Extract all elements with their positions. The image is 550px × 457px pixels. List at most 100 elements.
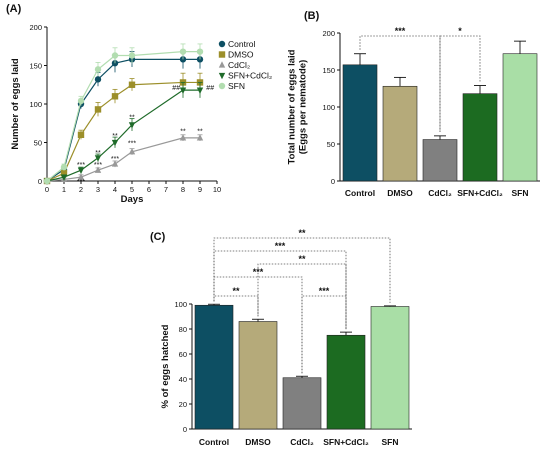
panel-a-series-4 bbox=[43, 43, 204, 185]
panel-a-annotation: ** bbox=[112, 133, 118, 140]
panel-a-label: (A) bbox=[6, 3, 22, 15]
panel-a-annotation: ## bbox=[172, 85, 180, 92]
panel-a-legend-marker bbox=[218, 82, 226, 90]
panel-c-y-axis-label: % of eggs hatched bbox=[160, 324, 171, 408]
panel-a-data-point bbox=[60, 174, 68, 181]
panel-a-data-point bbox=[94, 166, 102, 173]
panel-c-y-axis-label-line: % of eggs hatched bbox=[160, 324, 171, 408]
panel-a-series-line bbox=[46, 89, 200, 182]
panel-a-y-axis-label: Number of eggs laid bbox=[10, 58, 21, 150]
panel-a-data-point bbox=[111, 52, 119, 59]
panel-b-significance-bracket bbox=[359, 35, 441, 132]
panel-a-legend-marker bbox=[218, 72, 226, 80]
panel-a-data-point bbox=[179, 87, 187, 94]
panel-a-data-point bbox=[179, 134, 187, 141]
panel-b-significance-label: *** bbox=[395, 26, 406, 36]
panel-a-legend-marker bbox=[218, 61, 226, 68]
panel-c-significance-label: ** bbox=[298, 254, 306, 264]
panel-b-bar bbox=[342, 64, 378, 182]
panel-a-data-point bbox=[128, 122, 136, 129]
panel-b-category-label: CdCl₂ bbox=[428, 188, 452, 198]
panel-c-significance-label: ** bbox=[298, 228, 306, 238]
panel-a-x-tick-label: 7 bbox=[164, 185, 168, 194]
panel-c-significance-bracket bbox=[257, 263, 347, 330]
panel-a-data-point bbox=[128, 147, 136, 155]
panel-b-bar bbox=[422, 139, 458, 182]
panel-a-x-axis-label: Days bbox=[121, 194, 144, 205]
panel-a-data-point bbox=[60, 163, 68, 171]
panel-a-y-tick-label: 100 bbox=[29, 100, 42, 109]
panel-c-significance-bracket bbox=[213, 237, 391, 303]
panel-a-data-point bbox=[196, 134, 204, 141]
panel-a-x-tick-label: 8 bbox=[181, 185, 185, 194]
panel-a-data-point bbox=[77, 173, 85, 180]
panel-a-series-line bbox=[46, 137, 200, 182]
panel-a-x-tick-label: 1 bbox=[62, 185, 66, 194]
panel-a-y-tick-label: 50 bbox=[34, 139, 42, 148]
panel-a-x-tick-label: 9 bbox=[198, 185, 202, 194]
panel-a-series-line bbox=[46, 81, 200, 182]
panel-a-x-tick-label: 5 bbox=[130, 185, 134, 194]
panel-a-data-point bbox=[111, 139, 119, 147]
panel-b-category-label: DMSO bbox=[387, 188, 413, 198]
panel-a-data-point bbox=[111, 93, 119, 100]
panel-c-y-tick-label: 60 bbox=[179, 350, 187, 359]
panel-c-category-label: Control bbox=[199, 437, 229, 447]
panel-b-bar bbox=[462, 93, 498, 182]
panel-a-data-point bbox=[111, 160, 119, 167]
panel-a-annotation: ** bbox=[197, 128, 203, 135]
panel-c-bar bbox=[194, 304, 234, 430]
panel-a-series-line bbox=[46, 51, 200, 182]
panel-c-y-tick-label: 20 bbox=[179, 400, 187, 409]
panel-c-category-label: SFN bbox=[382, 437, 399, 447]
panel-c-significance-label: *** bbox=[253, 267, 264, 277]
panel-a-y-tick-label: 0 bbox=[38, 177, 42, 186]
panel-b-y-axis-label: Total number of eggs laid(Eggs per nemat… bbox=[287, 49, 309, 164]
panel-a-annotation: *** bbox=[111, 156, 119, 163]
panel-a-annotation: ** bbox=[180, 128, 186, 135]
panel-a-data-point bbox=[60, 170, 68, 177]
panel-c-label: (C) bbox=[150, 231, 166, 243]
panel-c-bar-chart: (C) 0 20 40 60 80 100 % of eggs hatched Control D… bbox=[150, 228, 412, 447]
panel-a-x-tick-label: 0 bbox=[45, 185, 49, 194]
panel-a-annotation: *** bbox=[128, 141, 136, 148]
panel-b-y-tick-label: 150 bbox=[322, 66, 335, 75]
panel-a-legend-entry: SFN+CdCl₂ bbox=[228, 71, 272, 81]
panel-c-bar bbox=[370, 306, 410, 430]
panel-c-significance-bracket bbox=[301, 295, 347, 374]
panel-a-x-tick-label: 4 bbox=[113, 185, 117, 194]
panel-a-data-point bbox=[196, 87, 204, 94]
panel-c-bar bbox=[238, 321, 278, 430]
panel-a-legend-entry: DMSO bbox=[228, 50, 254, 60]
panel-a-data-point bbox=[94, 155, 102, 162]
panel-a-data-point bbox=[94, 76, 102, 83]
panel-c-y-tick-label: 100 bbox=[174, 300, 187, 309]
panel-a-y-tick-label: 200 bbox=[29, 23, 42, 32]
panel-b-y-tick-label: 50 bbox=[327, 140, 335, 149]
panel-b-significance-label: * bbox=[458, 26, 462, 36]
panel-b-y-axis-label-line: Total number of eggs laid bbox=[287, 49, 298, 164]
panel-a-data-point bbox=[43, 177, 51, 185]
panel-a-annotation: ** bbox=[129, 114, 135, 121]
panel-a-data-point bbox=[128, 52, 136, 59]
panel-a-legend-entry: Control bbox=[228, 39, 256, 49]
panel-a-series-line bbox=[46, 58, 200, 182]
panel-a-data-point bbox=[77, 97, 85, 105]
panel-b-category-label: SFN+CdCl₂ bbox=[457, 188, 503, 198]
panel-a-y-tick-label: 150 bbox=[29, 62, 42, 71]
panel-c-y-tick-label: 40 bbox=[179, 375, 187, 384]
panel-b-label: (B) bbox=[304, 10, 320, 22]
panel-a-annotation: *** bbox=[77, 162, 85, 169]
panel-a-annotation: ** bbox=[95, 150, 101, 157]
panel-a-data-point bbox=[77, 167, 85, 175]
panel-c-significance-label: *** bbox=[319, 286, 330, 296]
panel-b-y-tick-label: 100 bbox=[322, 103, 335, 112]
panel-a-data-point bbox=[94, 66, 102, 73]
panel-a-series-3 bbox=[43, 82, 204, 185]
panel-b-bar-chart: (B) 0 50 100 150 200 Total number of eggs laid… bbox=[287, 10, 540, 198]
panel-c-significance-bracket bbox=[213, 295, 259, 317]
panel-a-legend-marker bbox=[218, 40, 226, 48]
panel-c-y-tick-label: 0 bbox=[183, 425, 187, 434]
panel-c-y-tick-label: 80 bbox=[179, 325, 187, 334]
panel-c-significance-label: *** bbox=[275, 241, 286, 251]
